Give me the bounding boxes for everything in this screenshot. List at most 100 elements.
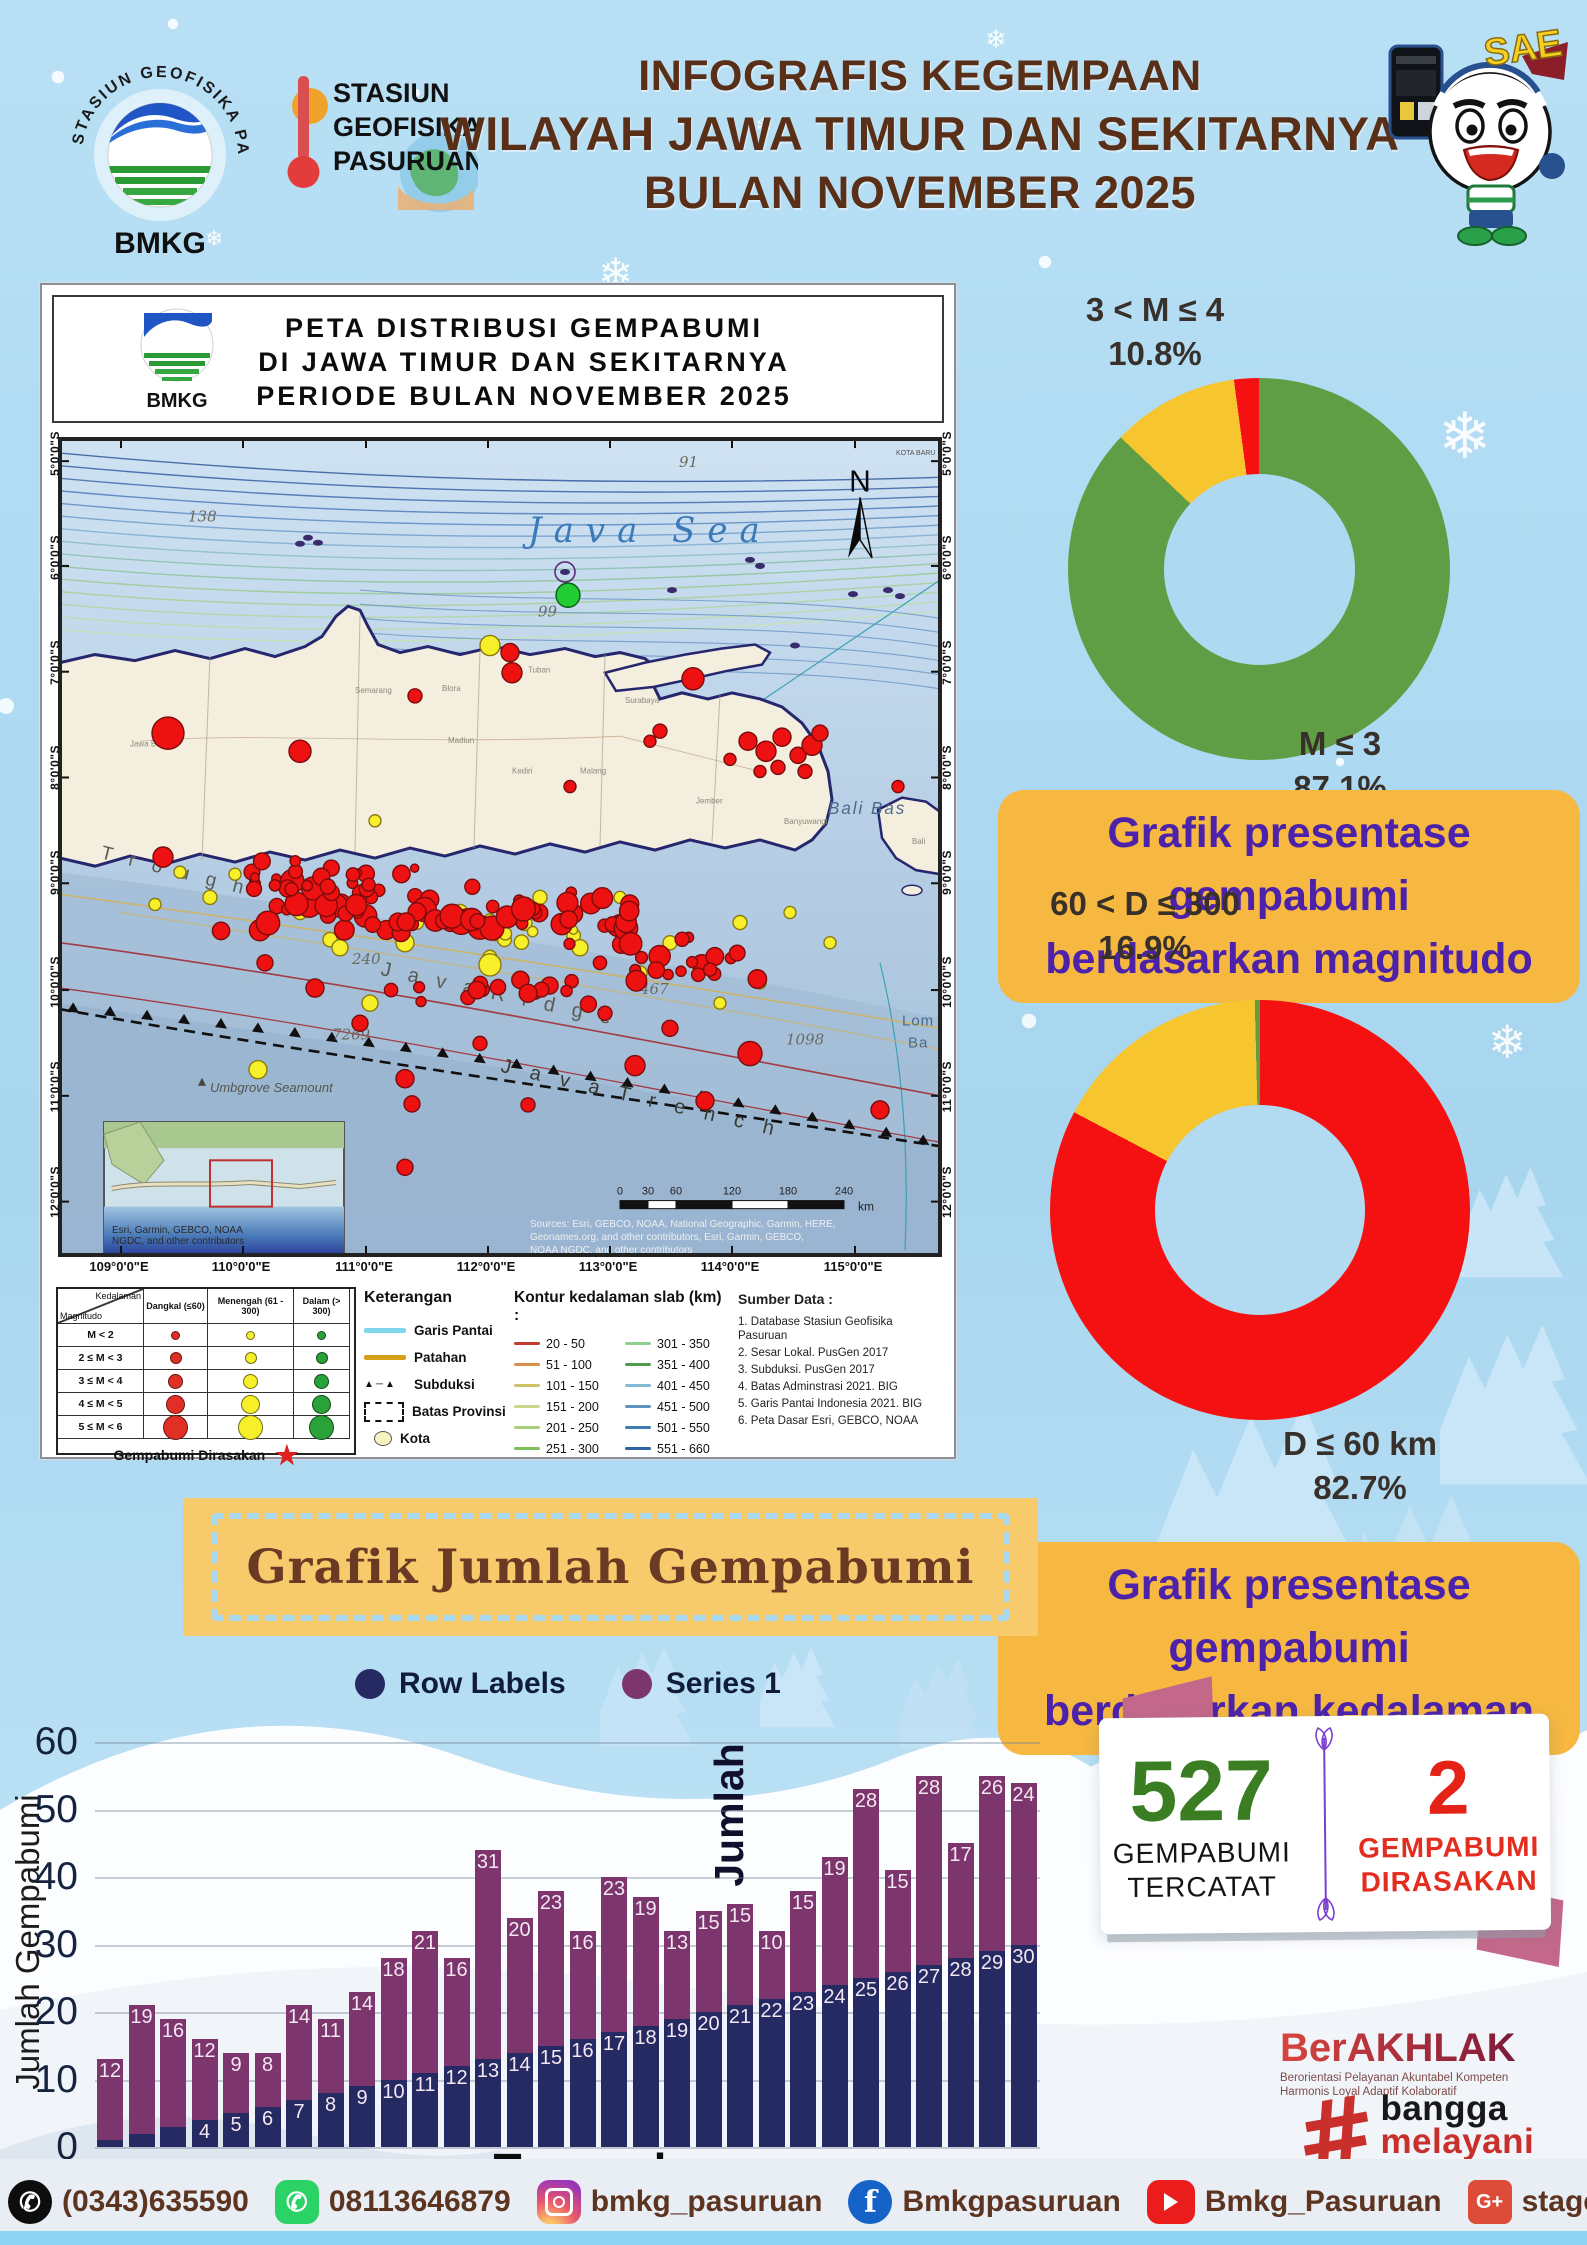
map-title-line-1: PETA DISTRIBUSI GEMPABUMI xyxy=(284,313,763,343)
rowlabel-value: 23 xyxy=(791,1992,815,2015)
rowlabel-segment: 23 xyxy=(790,1991,816,2147)
series1-segment: 15 xyxy=(695,1910,722,2012)
bar-day-22: 10 22 xyxy=(758,1931,785,2147)
keterangan-item: Garis Pantai xyxy=(364,1317,510,1344)
footer-contact-instagram[interactable]: bmkg_pasuruan xyxy=(536,2180,823,2224)
footer-contact-label: 08113646879 xyxy=(328,2185,511,2218)
series1-segment: 19 xyxy=(128,2005,155,2134)
rowlabel-value: 18 xyxy=(634,2026,657,2049)
svg-text:Malang: Malang xyxy=(580,766,606,775)
series1-value: 23 xyxy=(602,1878,626,1900)
svg-text:138: 138 xyxy=(188,508,217,526)
rowlabel-segment: 28 xyxy=(947,1958,974,2147)
map-title: PETA DISTRIBUSI GEMPABUMI DI JAWA TIMUR … xyxy=(204,311,844,413)
series1-segment: 20 xyxy=(506,1917,533,2053)
gridline xyxy=(95,2079,1040,2082)
series1-value: 28 xyxy=(917,1776,941,1799)
svg-text:STASIUN: STASIUN xyxy=(333,78,450,108)
sumber-item: 2. Sesar Lokal. PusGen 2017 xyxy=(738,1347,889,1359)
magnitude-depth-legend-table: Kedalaman Magnitudo Dangkal (≤60) Menengah … xyxy=(56,1287,356,1468)
svg-text:Semarang: Semarang xyxy=(355,686,392,695)
series1-value: 17 xyxy=(949,1844,972,1867)
title-line-3: BULAN NOVEMBER 2025 xyxy=(643,167,1197,218)
footer-contact-phone[interactable]: ✆ (0343)635590 xyxy=(8,2180,249,2224)
latitude-label: 9°0'0"S xyxy=(48,850,62,895)
series1-value: 12 xyxy=(193,2040,216,2062)
map-box: Jawa Barat Semarang Blora Tuban Surabaya Madi… xyxy=(58,437,942,1257)
kontur-entry: 20 - 50 xyxy=(514,1333,619,1354)
svg-text:99: 99 xyxy=(538,602,558,620)
rowlabel-segment: 5 xyxy=(223,2113,249,2147)
svg-text:180: 180 xyxy=(779,1186,797,1198)
svg-text:Tuban: Tuban xyxy=(528,666,550,675)
series1-value: 10 xyxy=(760,1932,783,1954)
keterangan-item: ▲ ─ ▲ Subduksi xyxy=(364,1377,475,1392)
rowlabel-value: 8 xyxy=(324,2094,337,2116)
series1-value: 26 xyxy=(980,1776,1004,1799)
bar-day-9: 14 9 xyxy=(349,1991,375,2147)
footer-contact-gplus[interactable]: G+ stageof.pasuruan@bmkg.go.id xyxy=(1467,2180,1587,2224)
series1-segment: 16 xyxy=(443,1958,470,2066)
kontur-entry: 551 - 660 xyxy=(625,1438,730,1459)
earthquake-distribution-map: Jawa Barat Semarang Blora Tuban Surabaya Madi… xyxy=(60,439,940,1255)
bar-day-2: 19 xyxy=(128,2005,155,2147)
rowlabel-value: 6 xyxy=(261,2107,274,2130)
rowlabel-segment: 25 xyxy=(853,1978,879,2147)
y-axis-tick: 60 xyxy=(34,1720,78,1763)
y-axis-tick: 30 xyxy=(34,1922,78,1966)
series1-segment: 19 xyxy=(821,1856,848,1985)
bar-day-3: 16 xyxy=(160,2018,186,2147)
footer-contact-whatsapp[interactable]: ✆ 08113646879 xyxy=(274,2180,511,2224)
keterangan-item: Patahan xyxy=(364,1344,510,1371)
rowlabel-segment: 19 xyxy=(664,2018,690,2147)
sae-mascot: SAE xyxy=(1388,22,1568,246)
series1-value: 12 xyxy=(98,2060,122,2083)
svg-text:Sources: Esri, GEBCO, NOAA, Na: Sources: Esri, GEBCO, NOAA, National Geo… xyxy=(530,1219,836,1230)
rowlabel-value: 5 xyxy=(230,2114,242,2137)
series1-value: 16 xyxy=(161,2019,185,2042)
map-title-line-3: PERIODE BULAN NOVEMBER 2025 xyxy=(256,381,792,411)
latitude-label: 11°0'0"S xyxy=(48,1061,62,1113)
stats-card: 527 GEMPABUMI TERCATAT 2 GEMPABUMI DIRAS… xyxy=(1098,1713,1552,1935)
footer-contact-label: bmkg_pasuruan xyxy=(590,2185,823,2218)
series1-value: 31 xyxy=(476,1851,500,1873)
hands-icon xyxy=(398,186,474,210)
sumber-item: 5. Garis Pantai Indonesia 2021. BIG xyxy=(738,1398,923,1410)
series1-value: 11 xyxy=(320,2019,341,2042)
bar-day-15: 23 15 xyxy=(538,1890,564,2147)
rowlabel-segment xyxy=(97,2140,123,2147)
rowlabel-segment: 17 xyxy=(601,2032,627,2147)
footer-contact-label: stageof.pasuruan@bmkg.go.id xyxy=(1521,2185,1587,2218)
bar-day-21: 15 21 xyxy=(727,1904,753,2147)
y-axis-tick: 20 xyxy=(34,1990,78,2033)
series1-segment: 10 xyxy=(758,1931,785,1999)
footer-contact-youtube[interactable]: Bmkg_Pasuruan xyxy=(1146,2180,1442,2224)
series1-segment: 14 xyxy=(349,1991,375,2087)
latitude-label: 5°0'0"S xyxy=(940,431,954,476)
series1-segment: 15 xyxy=(884,1870,911,1972)
footer-contact-facebook[interactable]: f Bmkgpasuruan xyxy=(848,2180,1121,2224)
legend-item: Row Labels xyxy=(355,1667,566,1701)
bar-day-23: 15 23 xyxy=(790,1890,816,2147)
svg-text:Jember: Jember xyxy=(696,797,723,806)
whatsapp-icon: ✆ xyxy=(274,2180,319,2224)
data-sources: Sumber Data : 1. Database Stasiun Geofis… xyxy=(738,1291,938,1431)
svg-text:120: 120 xyxy=(723,1186,741,1198)
bar-day-8: 11 8 xyxy=(317,2018,344,2147)
longitude-label: 115°0'0"E xyxy=(823,1259,883,1274)
kontur-entry: 201 - 250 xyxy=(514,1417,619,1438)
sumber-title: Sumber Data : xyxy=(738,1291,833,1307)
series1-value: 19 xyxy=(130,2006,153,2029)
bar-day-4: 12 4 xyxy=(191,2039,218,2147)
latitude-label: 7°0'0"S xyxy=(940,640,954,685)
donut-hole xyxy=(1155,1105,1365,1315)
bar-day-20: 15 20 xyxy=(695,1910,722,2147)
series1-segment: 28 xyxy=(853,1789,879,1979)
latitude-label: 8°0'0"S xyxy=(48,745,62,790)
snowflake-icon: ❄ xyxy=(985,24,1007,54)
legend-label: Row Labels xyxy=(399,1667,566,1700)
series1-value: 19 xyxy=(634,1898,657,1921)
svg-text:91: 91 xyxy=(679,453,698,471)
rowlabel-segment: 27 xyxy=(916,1964,942,2147)
